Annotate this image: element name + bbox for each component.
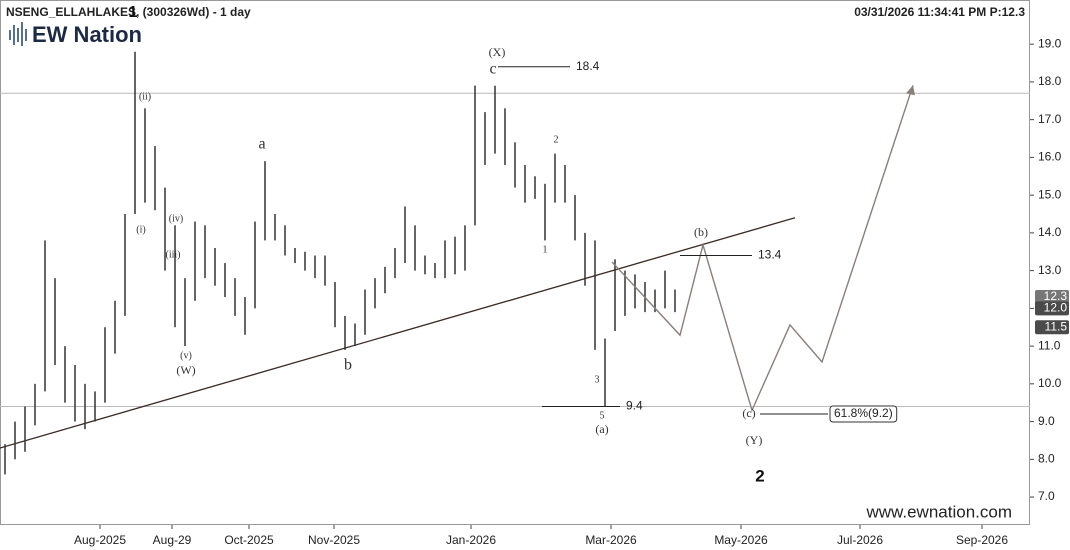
price-tag-label: 12.3 [1044, 289, 1068, 303]
y-tick-label: 19.0 [1038, 36, 1062, 50]
x-tick-label: Aug-29 [153, 533, 192, 547]
logo-icon [9, 22, 27, 46]
price-tag-label: 11.5 [1045, 319, 1068, 333]
chart-title: NSENG_ELLAHLAKES, (300326Wd) - 1 day [6, 5, 251, 19]
x-tick-label: Aug-2025 [74, 533, 126, 547]
price-tag [1035, 320, 1069, 335]
level-label: 9.4 [626, 399, 643, 413]
x-tick-label: Mar-2026 [585, 533, 637, 547]
level-label: 18.4 [576, 59, 600, 73]
timestamp: 03/31/2026 11:34:41 PM P:12.3 [854, 5, 1025, 19]
y-tick-label: 14.0 [1038, 225, 1062, 239]
wave-label: (ii) [139, 91, 151, 102]
wave-label: (X) [489, 45, 506, 59]
watermark: www.ewnation.com [865, 502, 1012, 521]
wave-label: 1 [129, 4, 138, 21]
level-label: 61.8%(9.2) [834, 406, 893, 420]
y-tick-label: 7.0 [1038, 489, 1055, 503]
projection-path [611, 85, 914, 413]
y-tick-label: 11.0 [1038, 338, 1061, 352]
y-tick-label: 13.0 [1038, 263, 1062, 277]
x-tick-label: May-2026 [714, 533, 768, 547]
wave-label: (c) [742, 406, 755, 420]
wave-label: (iii) [166, 249, 181, 260]
wave-label: c [489, 61, 496, 78]
x-tick-label: Jan-2026 [446, 533, 496, 547]
plot-frame [0, 0, 1030, 525]
price-tag-label: 12.0 [1044, 301, 1068, 315]
y-tick-label: 18.0 [1038, 74, 1062, 88]
wave-label: (i) [136, 224, 145, 235]
arrow-head [906, 85, 915, 96]
level-box [829, 405, 898, 423]
level-label: 13.4 [758, 248, 782, 262]
wave-label: 2 [554, 134, 559, 145]
y-tick-label: 15.0 [1038, 187, 1062, 201]
wave-label: 3 [595, 374, 600, 385]
logo: EW Nation [32, 22, 142, 47]
wave-label: (v) [180, 350, 192, 361]
wave-label: (a) [595, 422, 608, 436]
wave-label: 5 [600, 410, 605, 421]
wave-label: 2 [755, 466, 764, 485]
x-tick-label: Nov-2025 [308, 533, 360, 547]
wave-label: b [344, 357, 352, 374]
x-tick-label: Oct-2025 [224, 533, 274, 547]
price-tag [1035, 290, 1069, 305]
wave-label: 1 [543, 244, 548, 255]
trendline [0, 217, 796, 449]
wave-label: (Y) [746, 433, 763, 447]
wave-label: (iv) [169, 213, 183, 224]
wave-label: (W) [176, 363, 195, 377]
price-tag [1035, 301, 1069, 316]
wave-label: (b) [694, 225, 708, 239]
y-tick-label: 17.0 [1038, 112, 1062, 126]
wave-label: a [258, 136, 265, 153]
y-tick-label: 8.0 [1038, 451, 1055, 465]
y-tick-label: 9.0 [1038, 414, 1055, 428]
y-tick-label: 16.0 [1038, 150, 1062, 164]
x-tick-label: Jul-2026 [837, 533, 883, 547]
x-tick-label: Sep-2026 [956, 533, 1008, 547]
y-tick-label: 10.0 [1038, 376, 1062, 390]
